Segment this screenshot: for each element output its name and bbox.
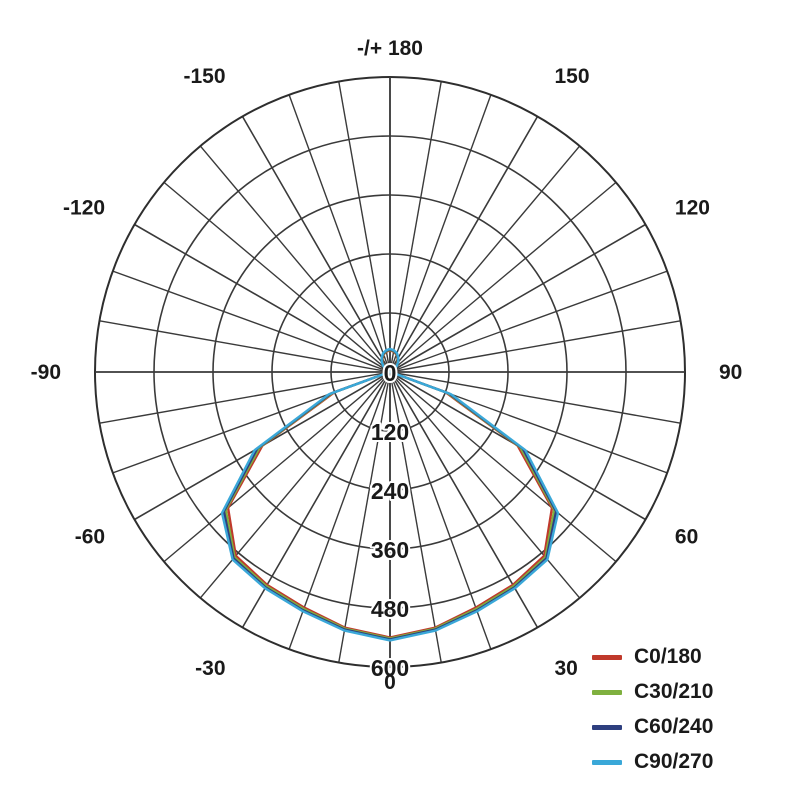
grid-spoke-100 — [389, 320, 681, 373]
radial-tick-labels: 0 120 240 360 480 600 — [369, 358, 411, 683]
curve-C90-270 — [220, 347, 560, 642]
grid-spoke-20 — [389, 371, 492, 650]
legend-swatch-icon — [592, 689, 622, 695]
polar-grid — [94, 76, 686, 668]
grid-spoke-340 — [288, 371, 391, 650]
grid-spoke-140 — [389, 145, 581, 373]
legend-label: C90/270 — [634, 750, 714, 773]
grid-spoke-110 — [389, 270, 668, 373]
angle-label-neg90: -90 — [31, 361, 61, 384]
grid-spoke-170 — [389, 81, 442, 373]
legend-item-C60-240[interactable]: C60/240 — [592, 715, 714, 738]
radial-label-240: 240 — [371, 478, 409, 504]
grid-spoke-190 — [338, 81, 391, 373]
grid-spoke-260 — [99, 320, 391, 373]
grid-spoke-10 — [389, 371, 442, 663]
grid-spoke-120 — [389, 223, 646, 373]
grid-spoke-250 — [112, 270, 391, 373]
legend-item-C0-180[interactable]: C0/180 — [592, 645, 713, 668]
angle-label-neg120: -120 — [63, 197, 105, 220]
grid-spoke-280 — [99, 371, 391, 424]
grid-spoke-240 — [134, 223, 391, 373]
legend-swatch-icon — [592, 654, 622, 660]
grid-spoke-50 — [389, 371, 617, 563]
angle-label-150: 150 — [555, 65, 590, 88]
angle-label-90: 90 — [719, 361, 742, 384]
angle-label-60: 60 — [675, 526, 698, 549]
legend-item-C90-270[interactable]: C90/270 — [592, 750, 714, 773]
grid-spoke-80 — [389, 371, 681, 424]
angular-tick-labels: -/+ 180 150 120 90 60 30 0 -30 -60 -90 -120 -150 — [31, 37, 743, 694]
legend-swatch-icon — [592, 759, 622, 765]
radial-label-600: 600 — [371, 655, 409, 681]
angle-label-neg60: -60 — [75, 526, 105, 549]
legend-label: C0/180 — [634, 645, 702, 668]
radial-label-0: 0 — [384, 360, 397, 386]
angle-label-neg150: -150 — [183, 65, 225, 88]
grid-spoke-150 — [389, 116, 539, 373]
grid-spoke-230 — [163, 181, 391, 373]
radial-label-360: 360 — [371, 537, 409, 563]
legend-swatch-icon — [592, 724, 622, 730]
angle-label-120: 120 — [675, 197, 710, 220]
radial-label-480: 480 — [371, 596, 409, 622]
legend-item-C30-210[interactable]: C30/210 — [592, 680, 714, 703]
angle-label-0: 0 — [384, 671, 396, 694]
grid-spoke-210 — [241, 116, 391, 373]
grid-spoke-130 — [389, 181, 617, 373]
legend-label: C60/240 — [634, 715, 714, 738]
legend-label: C30/210 — [634, 680, 714, 703]
angle-label-180: -/+ 180 — [357, 37, 423, 60]
grid-spoke-310 — [163, 371, 391, 563]
angle-label-neg30: -30 — [195, 657, 225, 680]
grid-spoke-220 — [199, 145, 391, 373]
grid-spoke-160 — [389, 94, 492, 373]
grid-spoke-350 — [338, 371, 391, 663]
chart-legend: C0/180 C30/210 C60/240 C90/270 — [592, 645, 714, 773]
distribution-curves — [220, 347, 560, 642]
radial-label-120: 120 — [371, 419, 409, 445]
grid-spoke-200 — [288, 94, 391, 373]
angle-label-30: 30 — [555, 657, 578, 680]
